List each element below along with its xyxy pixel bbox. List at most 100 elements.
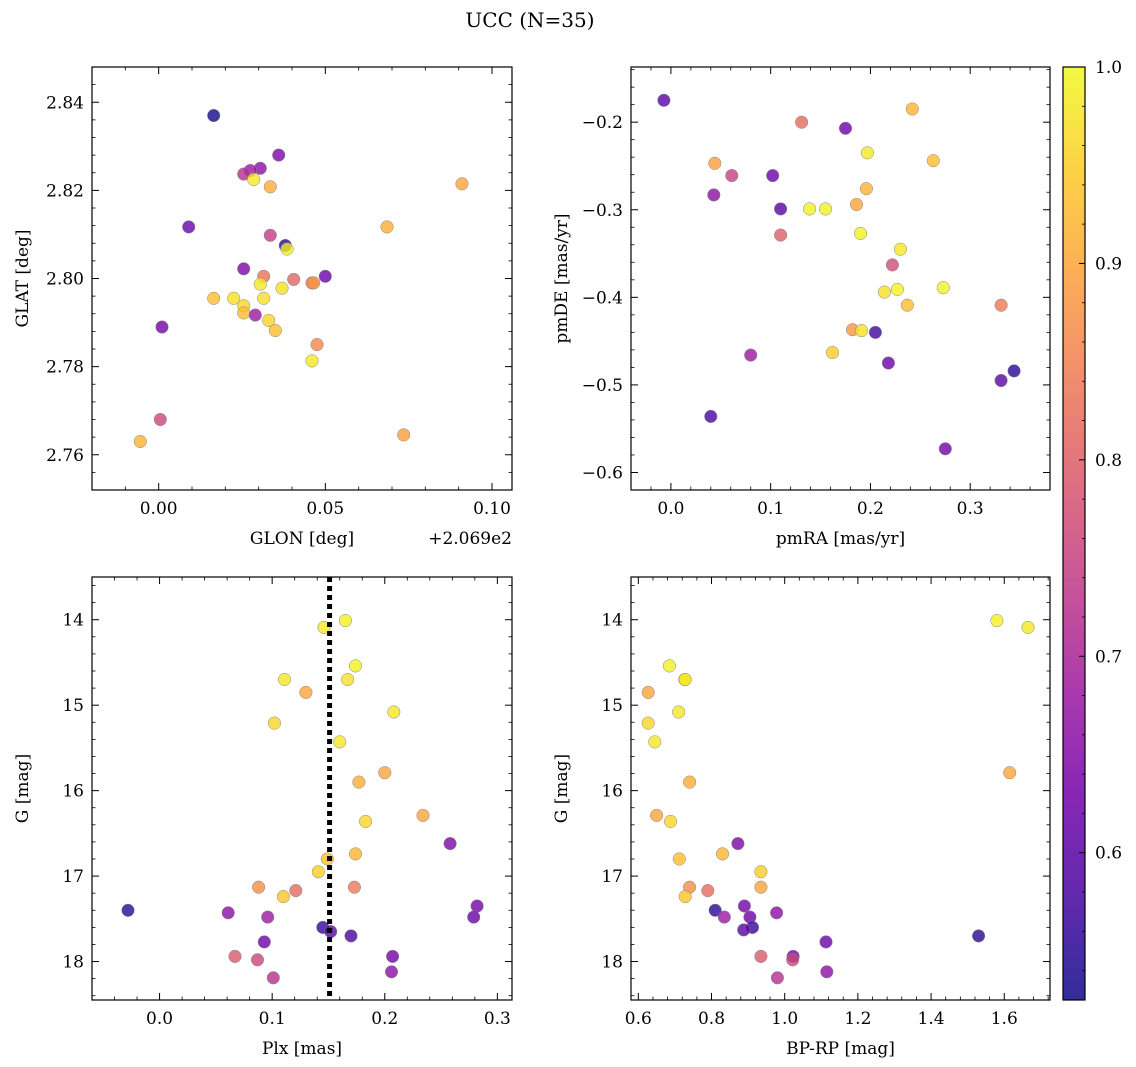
ticks <box>91 577 512 1000</box>
scatter-point <box>890 282 904 296</box>
scatter-point <box>387 705 401 719</box>
scatter-point <box>470 899 484 913</box>
x-tick-label: 0.1 <box>259 1009 286 1029</box>
x-tick-label: 0.10 <box>473 499 511 519</box>
y-tick-label: 18 <box>62 953 84 973</box>
y-axis-label: GLAT [deg] <box>13 229 33 327</box>
scatter-point <box>257 291 271 305</box>
scatter-point <box>704 409 718 423</box>
scatter-point <box>384 965 399 979</box>
plot-frame <box>91 576 513 1001</box>
y-tick-label: 17 <box>62 867 84 887</box>
colorbar-tick-label: 1.0 <box>1095 58 1122 78</box>
scatter-point <box>663 814 678 828</box>
y-tick-label: 14 <box>601 611 623 631</box>
scatter-point <box>455 177 469 191</box>
scatter-points <box>133 108 469 449</box>
x-tick-label: 0.2 <box>371 1009 398 1029</box>
scatter-point <box>877 285 891 299</box>
scatter-point <box>708 156 722 170</box>
scatter-point <box>1007 364 1021 378</box>
scatter-point <box>766 169 780 183</box>
colorbar: 0.6 0.7 0.8 0.9 1.0 <box>1062 58 1122 1001</box>
x-tick-label: 1.2 <box>844 1009 871 1029</box>
scatter-point <box>348 847 363 861</box>
scatter-point <box>994 373 1008 388</box>
scatter-point <box>893 242 907 256</box>
scatter-point <box>289 884 303 898</box>
x-tick-label: 0.3 <box>484 1009 511 1029</box>
scatter-point <box>207 291 221 305</box>
plot-frame <box>630 576 1051 1001</box>
scatter-point <box>348 659 363 673</box>
scatter-point <box>275 281 289 295</box>
scatter-point <box>338 614 352 628</box>
scatter-point <box>443 837 457 851</box>
y-tick-label: 2.78 <box>46 358 84 378</box>
panel-4: 0.6 0.8 1.0 1.2 1.4 1.6 14 15 16 17 18 BP-RP [mag] G… <box>552 576 1051 1059</box>
y-tick-label: 18 <box>601 953 623 973</box>
scatter-point <box>838 121 853 135</box>
colorbar-frame <box>1062 66 1086 1001</box>
scatter-point <box>263 180 277 194</box>
y-tick-label: 16 <box>601 782 623 802</box>
y-axis-label: G [mag] <box>552 754 572 823</box>
x-tick-label: 0.6 <box>625 1009 652 1029</box>
scatter-point <box>287 272 301 286</box>
scatter-point <box>299 685 313 699</box>
scatter-point <box>701 884 715 898</box>
scatter-point <box>263 228 277 242</box>
x-tick-label: 0.05 <box>306 499 344 519</box>
scatter-point <box>641 716 655 730</box>
scatter-point <box>803 202 817 216</box>
scatter-point <box>277 672 292 687</box>
scatter-point <box>900 298 914 312</box>
scatter-point <box>341 672 355 687</box>
colorbar-tick-label: 0.9 <box>1095 254 1122 274</box>
scatter-point <box>333 735 347 749</box>
scatter-point <box>905 102 919 116</box>
scatter-point <box>672 852 686 866</box>
scatter-point <box>252 880 266 894</box>
scatter-point <box>854 324 869 338</box>
scatter-point <box>262 313 276 327</box>
panel-3: 0.0 0.1 0.2 0.3 14 15 16 17 18 Plx [mas] G [mag] <box>13 576 513 1059</box>
scatter-point <box>938 442 952 456</box>
x-tick-label: 0.1 <box>757 499 784 519</box>
plot-frame <box>91 66 513 491</box>
x-tick-label: 1.4 <box>918 1009 945 1029</box>
scatter-point <box>715 847 730 861</box>
scatter-point <box>868 325 882 339</box>
scatter-point <box>347 880 361 894</box>
scatter-point <box>250 953 265 967</box>
scatter-point <box>683 775 697 789</box>
scatter-point <box>121 903 135 917</box>
scatter-point <box>820 965 834 979</box>
ticks <box>631 577 1050 1000</box>
scatter-point <box>994 298 1008 312</box>
scatter-point <box>990 614 1004 628</box>
plot-frame <box>630 66 1051 491</box>
scatter-point <box>881 356 895 370</box>
y-tick-label: 2.82 <box>46 181 84 201</box>
scatter-point <box>352 775 366 789</box>
scatter-point <box>859 182 873 196</box>
y-axis-label: G [mag] <box>13 754 33 823</box>
scatter-point <box>725 169 739 183</box>
x-offset-label: +2.069e2 <box>428 529 512 549</box>
scatter-point <box>818 202 833 216</box>
scatter-point <box>257 935 271 949</box>
y-tick-label: 2.76 <box>46 446 84 466</box>
scatter-point <box>268 323 282 338</box>
scatter-point <box>972 929 986 943</box>
scatter-point <box>248 308 262 322</box>
scatter-point <box>272 148 286 162</box>
panel-1: 0.00 0.05 0.10 2.76 2.78 2.80 2.82 2.84 GLON [de… <box>13 66 513 549</box>
scatter-point <box>853 226 868 240</box>
y-tick-label: −0.3 <box>582 201 623 221</box>
y-tick-label: 16 <box>62 782 84 802</box>
scatter-point <box>1021 620 1035 634</box>
x-tick-label: 1.0 <box>771 1009 798 1029</box>
scatter-point <box>266 971 280 985</box>
scatter-point <box>261 910 275 924</box>
